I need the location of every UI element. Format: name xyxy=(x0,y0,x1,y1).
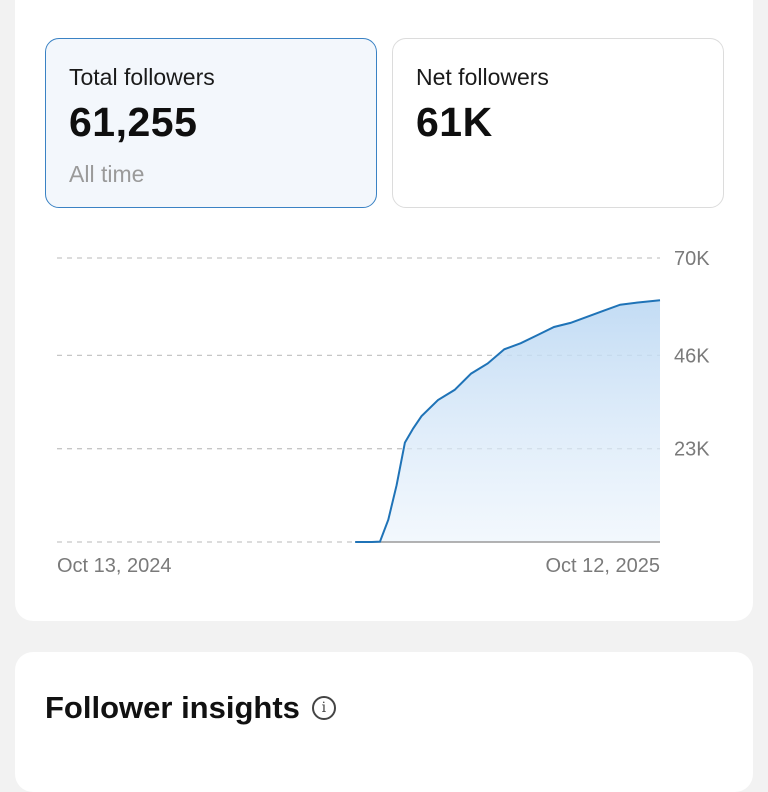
x-start-label: Oct 13, 2024 xyxy=(57,555,172,577)
followers-line xyxy=(355,299,661,543)
follower-insights-heading: Follower insights i xyxy=(45,690,336,726)
y-tick-label: 46K xyxy=(674,345,710,367)
total-followers-tile[interactable]: Total followers 61,255 All time xyxy=(45,38,377,208)
net-followers-value: 61K xyxy=(416,99,493,145)
net-followers-label: Net followers xyxy=(416,64,549,90)
total-followers-period: All time xyxy=(69,161,145,187)
followers-area xyxy=(355,300,660,542)
followers-chart: 23K 46K 70K Oct 13, 2024 Oct 12, 2025 xyxy=(57,248,710,577)
total-followers-label: Total followers xyxy=(69,64,215,90)
total-followers-value: 61,255 xyxy=(69,99,198,145)
net-followers-tile[interactable]: Net followers 61K xyxy=(392,38,724,208)
info-icon[interactable]: i xyxy=(311,696,336,720)
y-tick-label: 70K xyxy=(674,248,710,270)
follower-insights-title: Follower insights xyxy=(45,690,300,725)
y-tick-label: 23K xyxy=(674,439,710,461)
x-end-label: Oct 12, 2025 xyxy=(545,555,660,577)
